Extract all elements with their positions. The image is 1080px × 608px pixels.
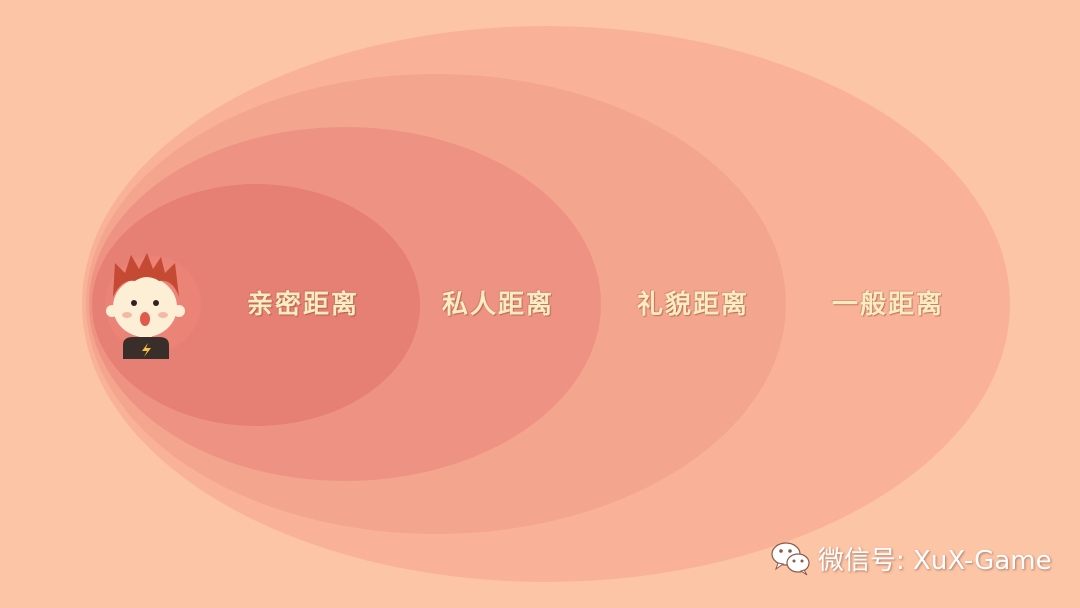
wechat-icon bbox=[770, 540, 812, 576]
person-avatar-icon bbox=[103, 249, 203, 359]
watermark-text: 微信号: XuX-Game bbox=[818, 545, 1052, 576]
zone-label-personal: 私人距离 bbox=[442, 290, 555, 320]
zone-label-intimate: 亲密距离 bbox=[247, 290, 360, 320]
zone-label-public: 一般距离 bbox=[832, 290, 945, 320]
watermark: 微信号: XuX-Game bbox=[770, 540, 1052, 576]
zone-label-social: 礼貌距离 bbox=[637, 290, 750, 320]
